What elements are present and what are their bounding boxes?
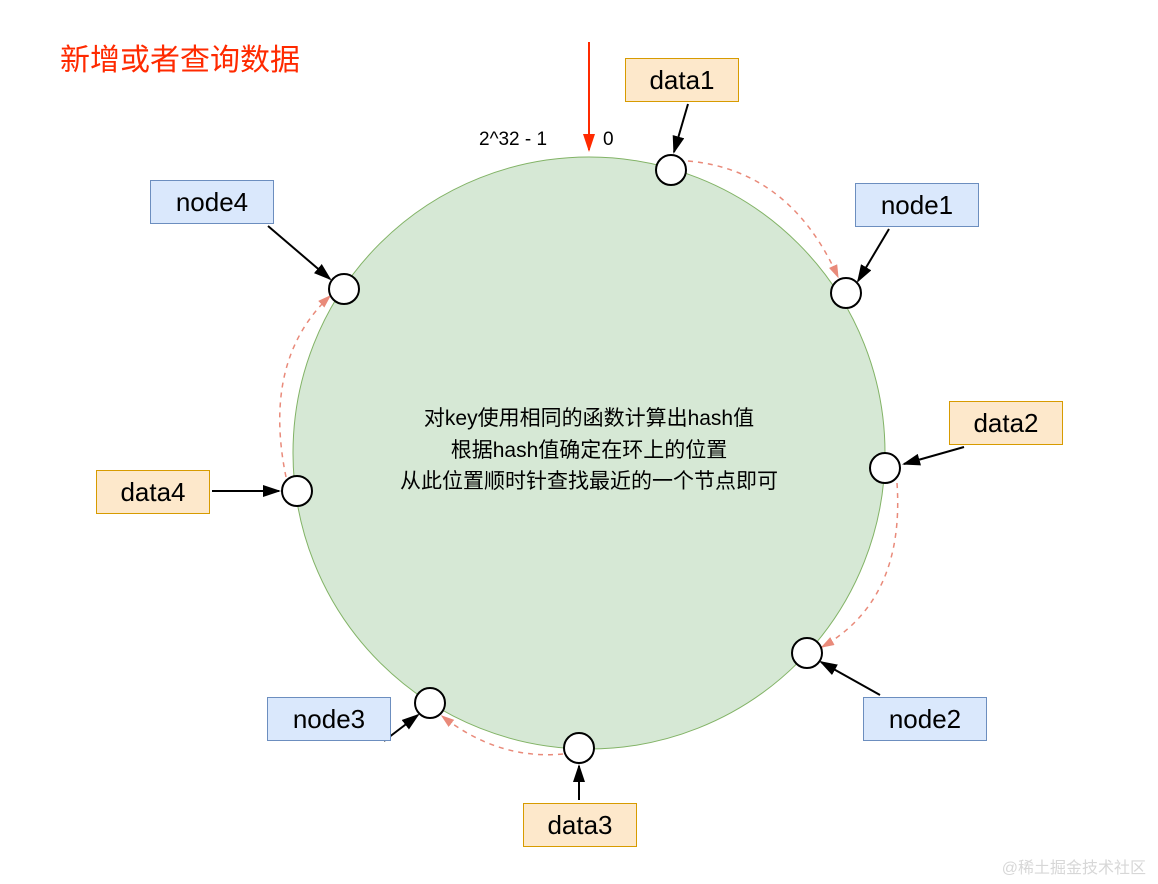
- node4-label: node4: [150, 180, 274, 224]
- center-caption-line1: 对key使用相同的函数计算出hash值: [379, 403, 799, 435]
- arrow-node2: [821, 662, 880, 695]
- data1-label: data1: [625, 58, 739, 102]
- node1_pt: [831, 278, 861, 308]
- center-caption-line3: 从此位置顺时针查找最近的一个节点即可: [379, 466, 799, 498]
- node3-label: node3: [267, 697, 391, 741]
- center-caption-line2: 根据hash值确定在环上的位置: [379, 435, 799, 467]
- arrow-data2: [904, 447, 964, 464]
- data3-label: data3: [523, 803, 637, 847]
- ring-boundary-label-right: 0: [603, 129, 614, 151]
- ring-boundary-label-left: 2^32 - 1: [479, 129, 547, 151]
- node3_pt: [415, 688, 445, 718]
- data4-label: data4: [96, 470, 210, 514]
- watermark: @稀土掘金技术社区: [1002, 854, 1146, 878]
- node1-label: node1: [855, 183, 979, 227]
- data4_pt: [282, 476, 312, 506]
- arrow-data1: [674, 104, 688, 152]
- data1_pt: [656, 155, 686, 185]
- node2_pt: [792, 638, 822, 668]
- arrow-node4: [268, 226, 330, 279]
- arrow-node1: [858, 229, 889, 281]
- node2-label: node2: [863, 697, 987, 741]
- center-caption: 对key使用相同的函数计算出hash值 根据hash值确定在环上的位置 从此位置…: [379, 403, 799, 498]
- data2-label: data2: [949, 401, 1063, 445]
- diagram-title: 新增或者查询数据: [60, 35, 300, 79]
- data3_pt: [564, 733, 594, 763]
- node4_pt: [329, 274, 359, 304]
- data2_pt: [870, 453, 900, 483]
